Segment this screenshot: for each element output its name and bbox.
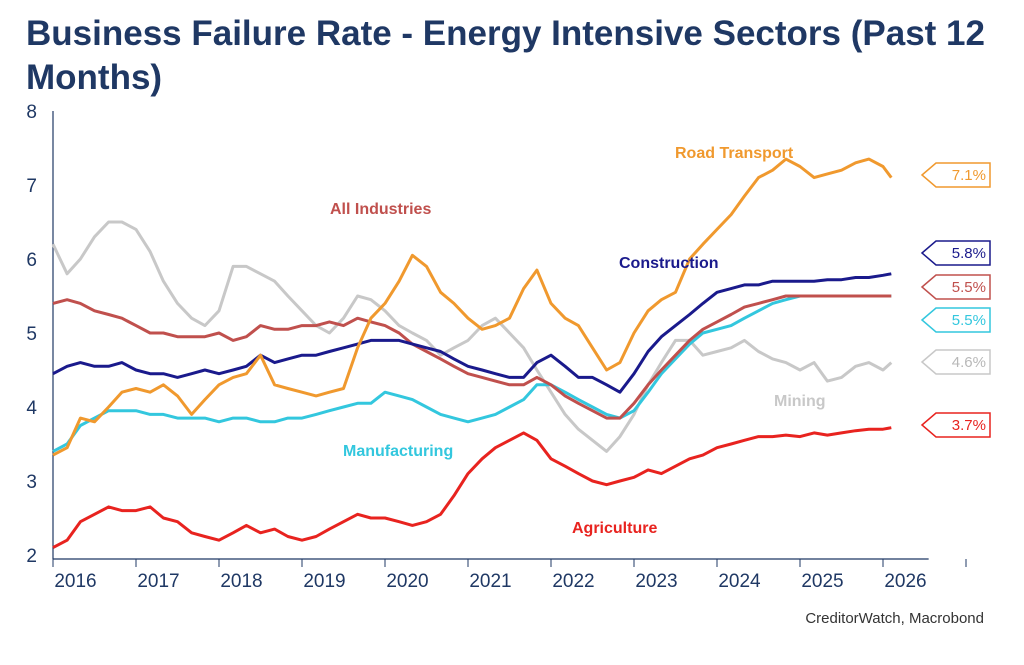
end-value-label: 7.1% — [952, 167, 986, 184]
series-lines — [51, 157, 893, 549]
series-label: Road Transport — [675, 145, 794, 162]
end-value-tag: 5.5% — [920, 274, 991, 300]
y-tick-label: 2 — [26, 546, 37, 567]
end-value-label: 4.6% — [952, 354, 986, 371]
x-tick-label: 2021 — [469, 571, 511, 592]
series-label: Mining — [774, 393, 826, 410]
axes: 2 3 4 5 6 7 8 2016 2017 2018 2019 2020 2021 2022 2023 2… — [26, 102, 967, 592]
series-label: Construction — [619, 255, 719, 272]
tag-box — [920, 240, 991, 266]
end-value-label: 3.7% — [952, 417, 986, 434]
series-labels: Road Transport All Industries Construction… — [330, 145, 826, 537]
x-tick-label: 2024 — [718, 571, 761, 592]
x-tick-label: 2016 — [54, 571, 96, 592]
series-label: Manufacturing — [343, 443, 453, 460]
end-value-label: 5.5% — [952, 312, 986, 329]
x-tick-label: 2022 — [552, 571, 594, 592]
source-note: CreditorWatch, Macrobond — [805, 610, 984, 627]
series-label: All Industries — [330, 201, 431, 218]
end-value-tag: 3.7% — [920, 412, 991, 438]
series-label: Agriculture — [572, 520, 657, 537]
y-tick-label: 7 — [26, 176, 37, 197]
series-line-manufacturing — [52, 294, 892, 453]
tag-box — [920, 349, 991, 375]
tag-box — [920, 274, 991, 300]
y-tick-label: 5 — [26, 324, 37, 345]
y-tick-label: 6 — [26, 250, 37, 271]
series-line-agriculture — [52, 426, 892, 549]
x-tick-label: 2023 — [635, 571, 677, 592]
end-value-label: 5.8% — [952, 245, 986, 262]
series-line-construction — [52, 272, 892, 394]
end-value-tag: 4.6% — [920, 349, 991, 375]
series-line-mining — [51, 220, 893, 453]
x-tick-label: 2018 — [220, 571, 262, 592]
end-value-tag: 7.1% — [920, 162, 991, 188]
end-value-tag: 5.5% — [920, 307, 991, 333]
x-tick-label: 2026 — [884, 571, 926, 592]
x-tick-label: 2025 — [801, 571, 843, 592]
tag-box — [920, 162, 991, 188]
end-value-tag: 5.8% — [920, 240, 991, 266]
tag-box — [920, 412, 991, 438]
y-tick-label: 4 — [26, 398, 37, 419]
series-line-all-industries — [52, 294, 892, 420]
tag-box — [920, 307, 991, 333]
y-tick-label: 3 — [26, 472, 37, 493]
x-tick-label: 2019 — [303, 571, 345, 592]
series-line-road-transport — [52, 157, 893, 457]
end-value-label: 5.5% — [952, 279, 986, 296]
x-tick-label: 2017 — [137, 571, 179, 592]
end-value-tags: 7.1% 5.5% 5.8% 5.5% 4.6% 3.7% — [920, 162, 991, 438]
x-tick-label: 2020 — [386, 571, 428, 592]
y-tick-label: 8 — [26, 102, 37, 123]
chart-title: Business Failure Rate - Energy Intensive… — [26, 14, 985, 97]
